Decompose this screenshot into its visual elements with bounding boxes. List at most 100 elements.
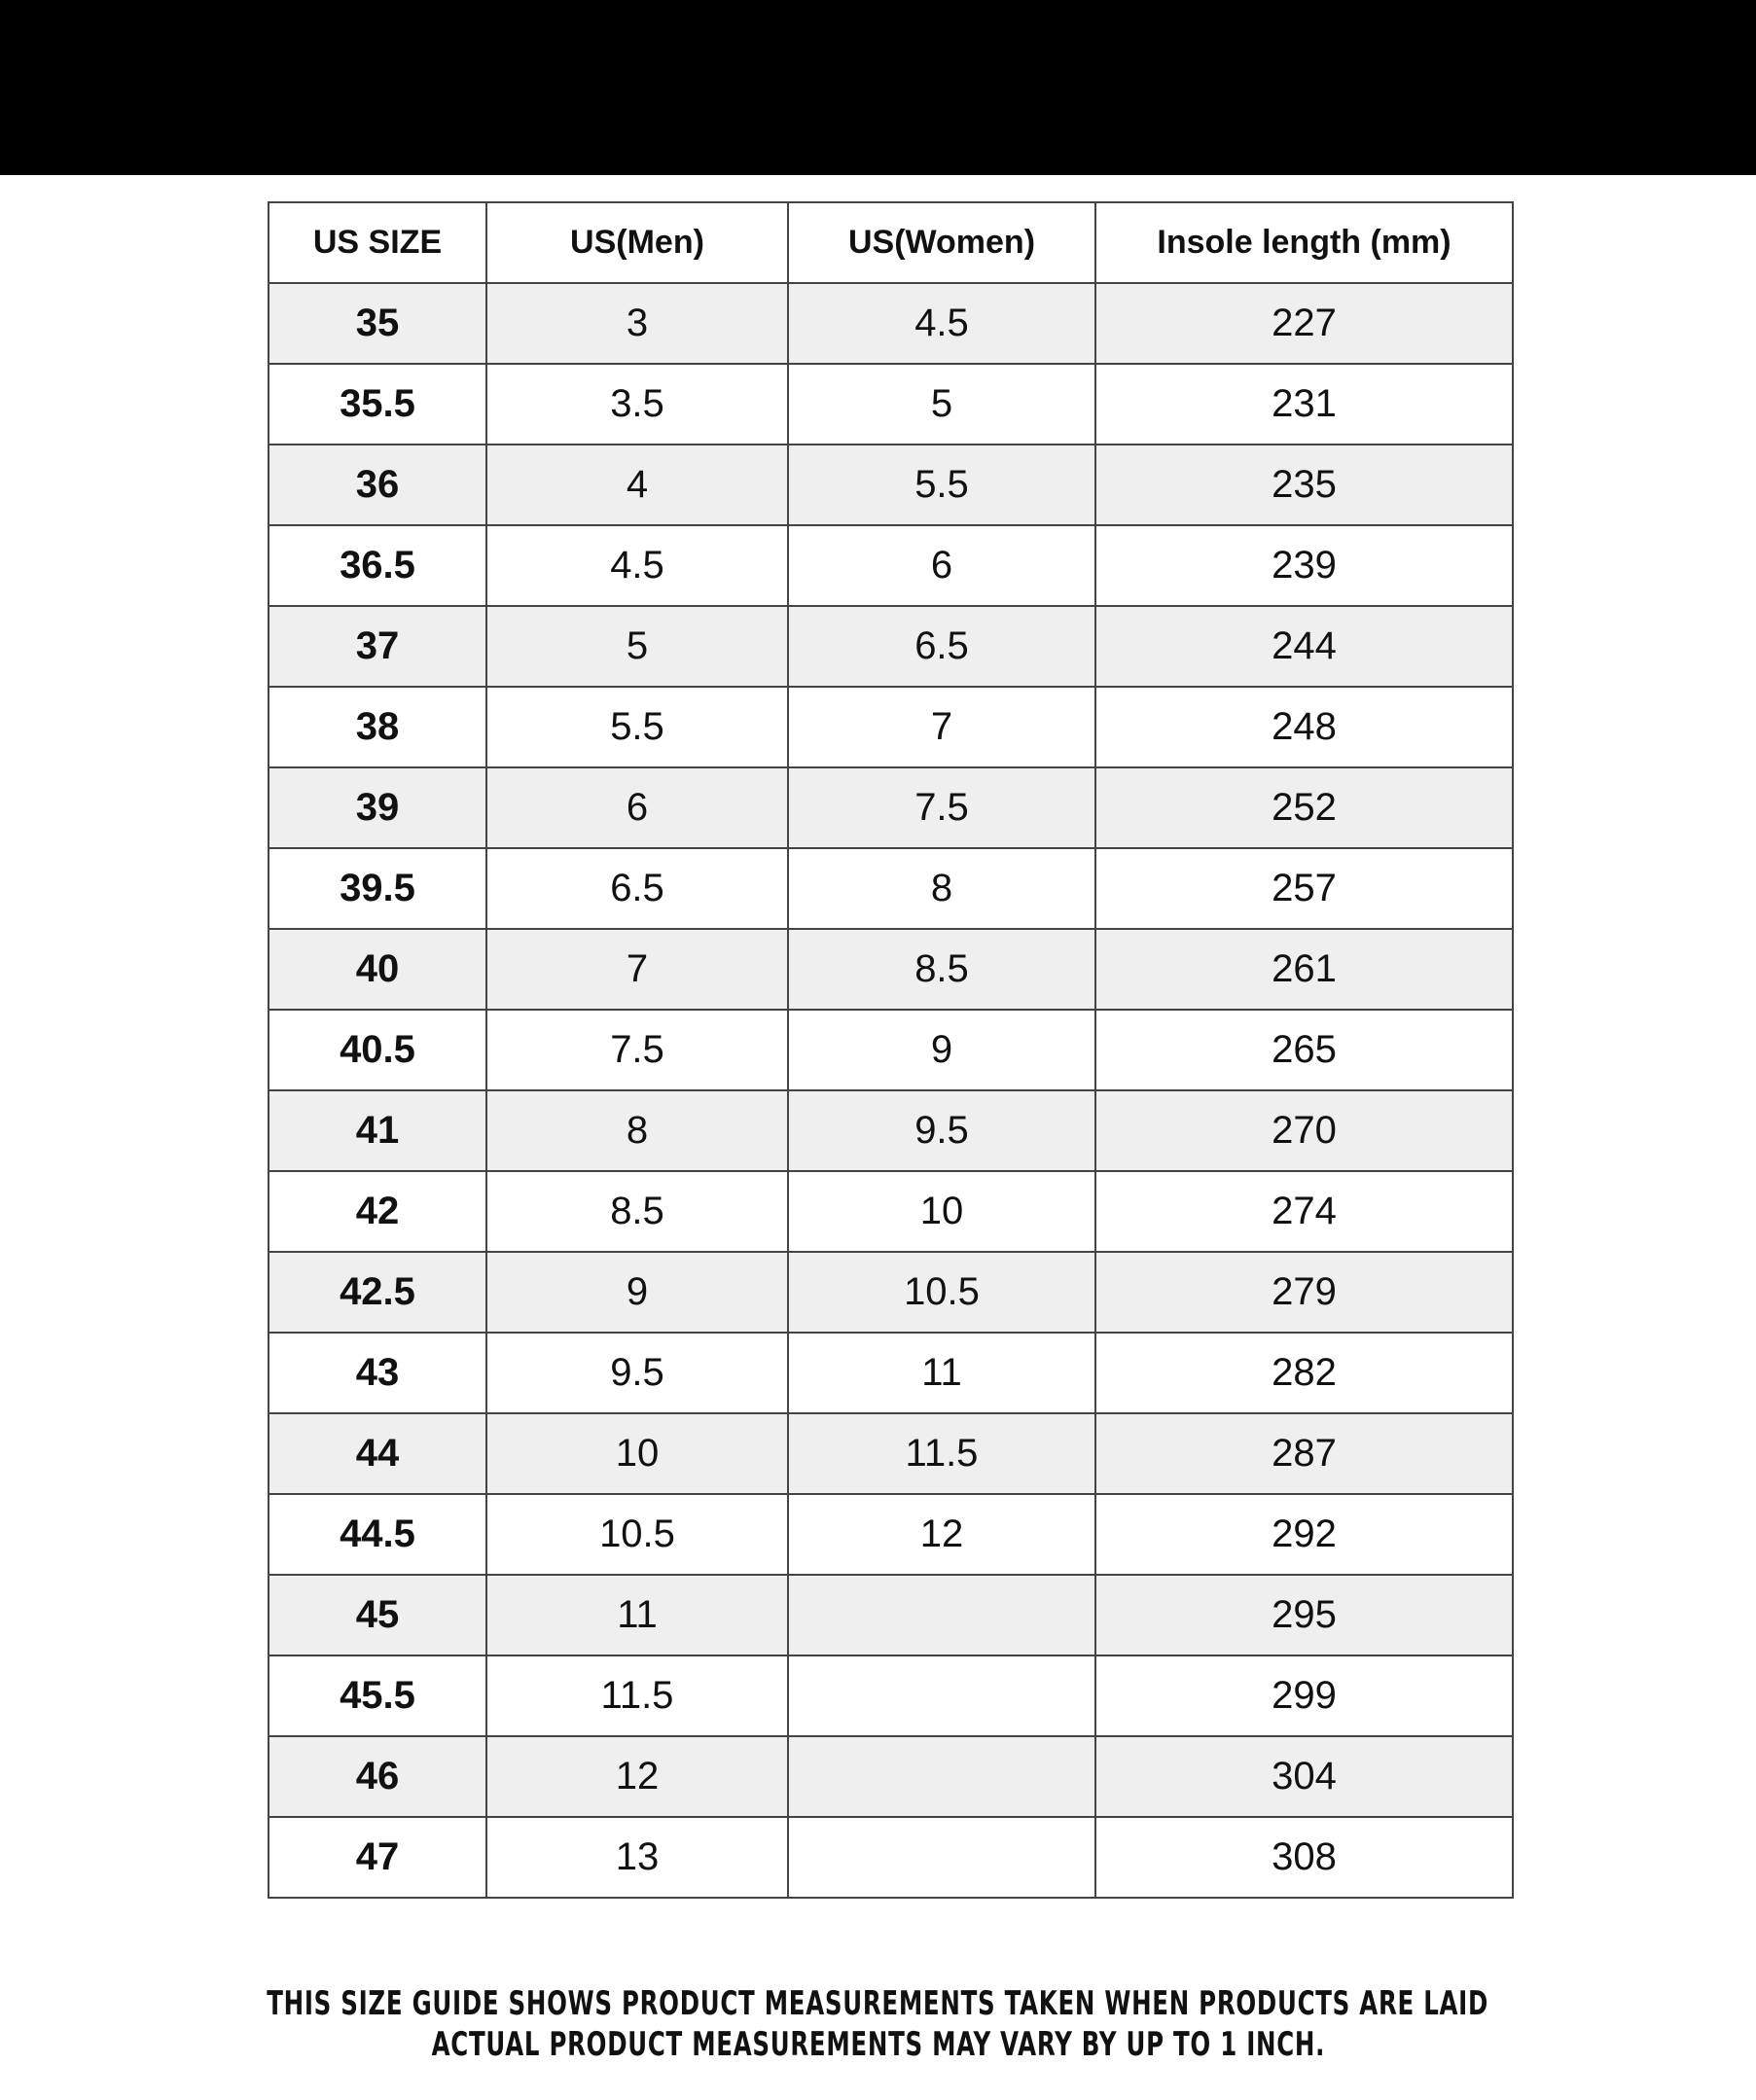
cell-us-men: 8 [485, 1089, 789, 1172]
cell-us-men: 11.5 [485, 1655, 789, 1737]
cell-insole-length: 304 [1094, 1735, 1514, 1818]
table-row: 45.5 11.5 299 [268, 1655, 1514, 1737]
cell-us-men: 3 [485, 282, 789, 365]
header-row: US SIZE US(Men) US(Women) Insole length … [268, 201, 1514, 284]
table-row: 38 5.5 7 248 [268, 686, 1514, 768]
cell-insole-length: 299 [1094, 1655, 1514, 1737]
cell-us-size: 44 [268, 1412, 487, 1495]
cell-us-women [787, 1655, 1096, 1737]
cell-insole-length: 227 [1094, 282, 1514, 365]
cell-us-women: 8 [787, 847, 1096, 930]
table-row: 42.5 9 10.5 279 [268, 1251, 1514, 1334]
cell-us-men: 12 [485, 1735, 789, 1818]
cell-us-men: 5 [485, 605, 789, 688]
cell-us-men: 6 [485, 766, 789, 849]
cell-insole-length: 261 [1094, 928, 1514, 1011]
cell-us-men: 11 [485, 1574, 789, 1656]
table-row: 39.5 6.5 8 257 [268, 847, 1514, 930]
cell-us-size: 38 [268, 686, 487, 768]
cell-insole-length: 295 [1094, 1574, 1514, 1656]
cell-us-size: 43 [268, 1332, 487, 1414]
cell-us-size: 36.5 [268, 524, 487, 607]
cell-us-size: 40 [268, 928, 487, 1011]
table-row: 40.5 7.5 9 265 [268, 1009, 1514, 1091]
header-us-men: US(Men) [485, 201, 789, 284]
cell-us-size: 35.5 [268, 363, 487, 445]
table-row: 35.5 3.5 5 231 [268, 363, 1514, 445]
cell-us-men: 7.5 [485, 1009, 789, 1091]
cell-us-women: 8.5 [787, 928, 1096, 1011]
cell-us-women: 10.5 [787, 1251, 1096, 1334]
cell-us-men: 13 [485, 1816, 789, 1899]
cell-insole-length: 231 [1094, 363, 1514, 445]
cell-us-size: 35 [268, 282, 487, 365]
cell-us-men: 4 [485, 444, 789, 526]
header-us-women: US(Women) [787, 201, 1096, 284]
cell-us-size: 45 [268, 1574, 487, 1656]
table-row: 42 8.5 10 274 [268, 1170, 1514, 1253]
header-us-size: US SIZE [268, 201, 487, 284]
table-row: 36.5 4.5 6 239 [268, 524, 1514, 607]
table-row: 44 10 11.5 287 [268, 1412, 1514, 1495]
cell-insole-length: 257 [1094, 847, 1514, 930]
table-row: 36 4 5.5 235 [268, 444, 1514, 526]
cell-insole-length: 252 [1094, 766, 1514, 849]
cell-us-size: 39 [268, 766, 487, 849]
cell-insole-length: 270 [1094, 1089, 1514, 1172]
cell-insole-length: 248 [1094, 686, 1514, 768]
table-row: 37 5 6.5 244 [268, 605, 1514, 688]
table-row: 40 7 8.5 261 [268, 928, 1514, 1011]
cell-us-size: 45.5 [268, 1655, 487, 1737]
top-black-band [0, 0, 1756, 175]
cell-us-size: 41 [268, 1089, 487, 1172]
cell-us-size: 44.5 [268, 1493, 487, 1576]
cell-insole-length: 282 [1094, 1332, 1514, 1414]
table-row: 35 3 4.5 227 [268, 282, 1514, 365]
cell-us-men: 5.5 [485, 686, 789, 768]
cell-us-men: 6.5 [485, 847, 789, 930]
cell-us-women: 11 [787, 1332, 1096, 1414]
table-row: 41 8 9.5 270 [268, 1089, 1514, 1172]
cell-us-men: 8.5 [485, 1170, 789, 1253]
cell-us-women: 6 [787, 524, 1096, 607]
note-line-1: THIS SIZE GUIDE SHOWS PRODUCT MEASUREMEN… [0, 1984, 1756, 2023]
cell-us-size: 37 [268, 605, 487, 688]
cell-us-women: 5.5 [787, 444, 1096, 526]
cell-insole-length: 308 [1094, 1816, 1514, 1899]
cell-us-size: 42.5 [268, 1251, 487, 1334]
cell-insole-length: 235 [1094, 444, 1514, 526]
note-line-1-text: THIS SIZE GUIDE SHOWS PRODUCT MEASUREMEN… [267, 1984, 1489, 2023]
cell-us-men: 10 [485, 1412, 789, 1495]
cell-insole-length: 239 [1094, 524, 1514, 607]
cell-insole-length: 274 [1094, 1170, 1514, 1253]
cell-us-size: 40.5 [268, 1009, 487, 1091]
cell-us-size: 46 [268, 1735, 487, 1818]
cell-us-women: 12 [787, 1493, 1096, 1576]
cell-us-size: 42 [268, 1170, 487, 1253]
table-row: 39 6 7.5 252 [268, 766, 1514, 849]
cell-us-women: 7.5 [787, 766, 1096, 849]
cell-us-men: 10.5 [485, 1493, 789, 1576]
cell-us-size: 39.5 [268, 847, 487, 930]
table-row: 47 13 308 [268, 1816, 1514, 1899]
cell-us-size: 47 [268, 1816, 487, 1899]
cell-insole-length: 265 [1094, 1009, 1514, 1091]
cell-us-women: 9.5 [787, 1089, 1096, 1172]
cell-us-women [787, 1735, 1096, 1818]
cell-us-men: 3.5 [485, 363, 789, 445]
cell-insole-length: 244 [1094, 605, 1514, 688]
note-line-2: ACTUAL PRODUCT MEASUREMENTS MAY VARY BY … [0, 2025, 1756, 2064]
table-body: 35 3 4.5 227 35.5 3.5 5 231 36 4 5.5 235 36.5 4.5 6 239… [268, 282, 1514, 1899]
cell-us-women: 7 [787, 686, 1096, 768]
cell-insole-length: 279 [1094, 1251, 1514, 1334]
table-row: 45 11 295 [268, 1574, 1514, 1656]
cell-us-women: 5 [787, 363, 1096, 445]
cell-us-men: 9 [485, 1251, 789, 1334]
cell-us-women: 11.5 [787, 1412, 1096, 1495]
header-insole-length: Insole length (mm) [1094, 201, 1514, 284]
cell-us-women [787, 1574, 1096, 1656]
cell-us-men: 4.5 [485, 524, 789, 607]
table-row: 43 9.5 11 282 [268, 1332, 1514, 1414]
cell-insole-length: 287 [1094, 1412, 1514, 1495]
cell-us-men: 9.5 [485, 1332, 789, 1414]
